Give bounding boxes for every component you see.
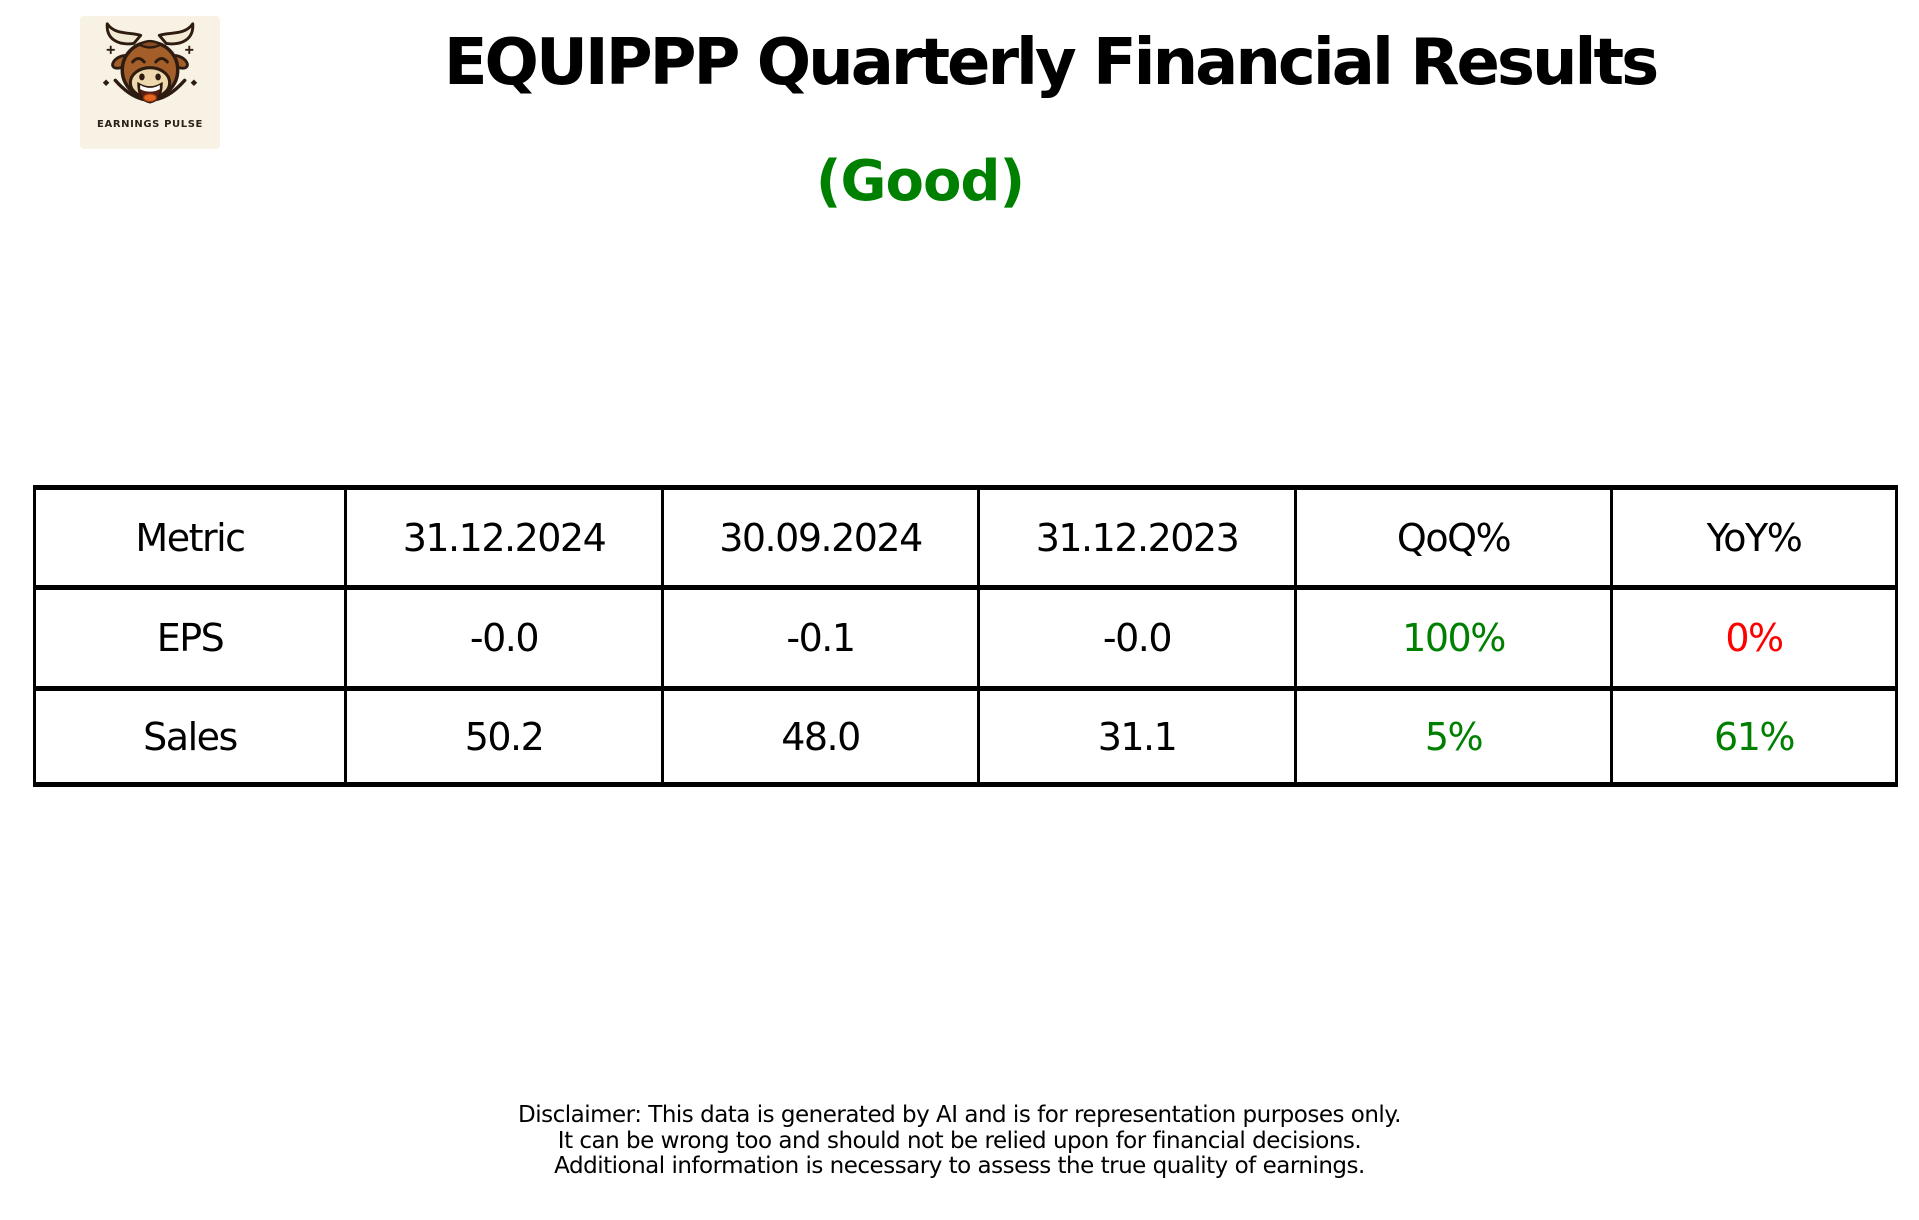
disclaimer-line-3: Additional information is necessary to a… <box>554 1153 1365 1179</box>
column-header-qoq: QoQ% <box>1294 485 1613 590</box>
column-header-q-previous: 30.09.2024 <box>661 485 980 590</box>
cell-value: 31.1 <box>977 686 1297 787</box>
column-header-q-yearago: 31.12.2023 <box>977 485 1297 590</box>
bull-icon <box>102 22 198 104</box>
cell-qoq: 5% <box>1294 686 1613 787</box>
table-row-sales: Sales 50.2 48.0 31.1 5% 61% <box>33 686 1898 787</box>
disclaimer-line-2: It can be wrong too and should not be re… <box>557 1127 1362 1154</box>
earnings-pulse-logo: EARNINGS PULSE <box>80 16 220 149</box>
cell-yoy: 0% <box>1610 585 1898 691</box>
cell-metric: Sales <box>33 686 347 787</box>
column-header-yoy: YoY% <box>1610 485 1898 590</box>
table-row-eps: EPS -0.0 -0.1 -0.0 100% 0% <box>33 585 1898 691</box>
cell-value: -0.0 <box>344 585 664 691</box>
disclaimer-line-1: Disclaimer: This data is generated by AI… <box>518 1102 1401 1128</box>
cell-value: 48.0 <box>661 686 980 787</box>
column-header-q-current: 31.12.2024 <box>344 485 664 590</box>
brand-label: EARNINGS PULSE <box>97 119 203 130</box>
cell-metric: EPS <box>33 585 347 691</box>
cell-yoy: 61% <box>1610 686 1898 787</box>
column-header-metric: Metric <box>33 485 347 590</box>
verdict-badge: (Good) <box>815 149 1025 214</box>
results-table: Metric 31.12.2024 30.09.2024 31.12.2023 … <box>33 485 1898 787</box>
cell-value: -0.0 <box>977 585 1297 691</box>
cell-value: 50.2 <box>344 686 664 787</box>
disclaimer: Disclaimer: This data is generated by AI… <box>0 1102 1919 1180</box>
cell-value: -0.1 <box>661 585 980 691</box>
page-title: EQUIPPP Quarterly Financial Results <box>443 26 1659 100</box>
table-header-row: Metric 31.12.2024 30.09.2024 31.12.2023 … <box>33 485 1898 590</box>
cell-qoq: 100% <box>1294 585 1613 691</box>
